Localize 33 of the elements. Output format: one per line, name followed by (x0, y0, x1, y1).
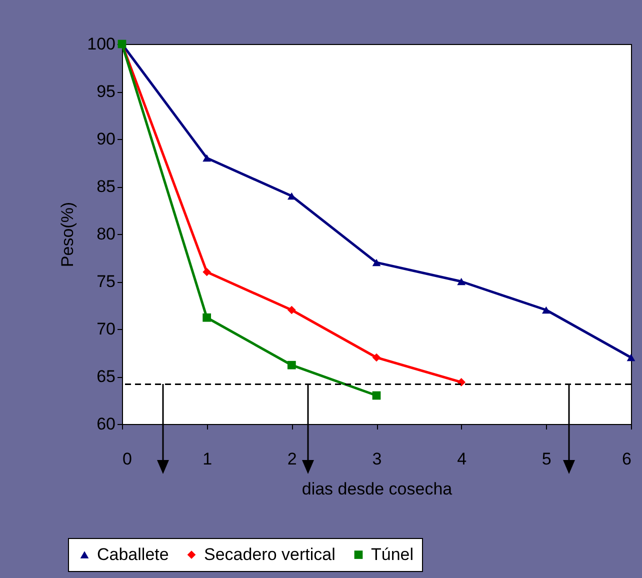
x-tick-label: 6 (622, 450, 632, 468)
point (202, 313, 212, 322)
point (372, 258, 381, 266)
x-tick-label: 4 (457, 450, 467, 468)
y-tick-label: 60 (96, 414, 116, 434)
x-tick-label: 2 (287, 450, 297, 468)
legend-label: Secadero vertical (204, 544, 336, 564)
point (287, 360, 296, 370)
legend-label: Caballete (97, 544, 169, 564)
y-tick-label: 75 (96, 272, 116, 291)
point (626, 354, 636, 362)
point (202, 268, 212, 276)
legend-label: Túnel (371, 544, 414, 564)
y-tick-label: 65 (96, 367, 116, 386)
x-axis-title: dias desde cosecha (302, 480, 453, 498)
x-tick-label: 1 (202, 450, 212, 468)
point (372, 353, 381, 362)
point (202, 154, 212, 162)
y-axis-title: Peso(%) (58, 202, 78, 268)
y-tick-label: 85 (96, 177, 116, 196)
x-tick-label: 5 (542, 450, 552, 468)
y-tick-label: 100 (87, 34, 116, 54)
point (542, 306, 550, 314)
point (457, 278, 466, 286)
y-tick-label: 95 (96, 82, 116, 101)
point (372, 391, 381, 400)
x-tick-label: 0 (122, 450, 132, 468)
y-tick-label: 90 (96, 130, 116, 148)
point (287, 306, 296, 314)
point (457, 378, 466, 386)
y-tick-label: 70 (96, 320, 116, 338)
y-tick-label: 80 (96, 224, 116, 244)
x-tick-label: 3 (372, 450, 382, 468)
